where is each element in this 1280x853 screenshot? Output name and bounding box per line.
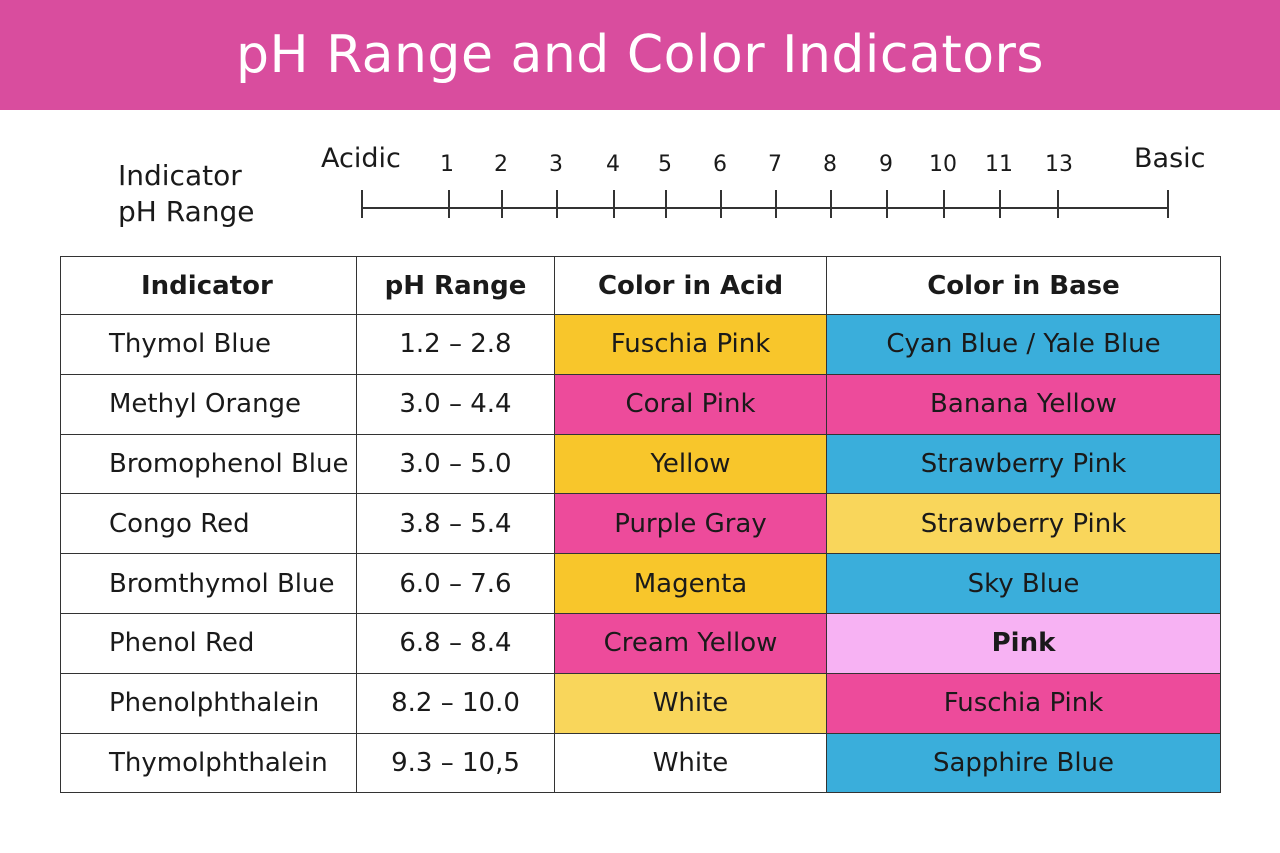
ph-scale-number: 8 xyxy=(823,152,837,177)
indicator-name-cell: Bromophenol Blue xyxy=(60,433,357,495)
ph-scale-number: 9 xyxy=(879,152,893,177)
title-banner: pH Range and Color Indicators xyxy=(0,0,1280,110)
scale-acidic-label: Acidic xyxy=(321,143,401,174)
scale-caption-line2: pH Range xyxy=(118,195,255,228)
ph-scale-tick xyxy=(830,190,832,218)
ph-scale-tick xyxy=(720,190,722,218)
indicator-name-cell: Thymol Blue xyxy=(60,314,357,375)
table-row: Bromophenol Blue 3.0 – 5.0 Yellow Strawberr… xyxy=(60,433,1221,495)
table-row: Methyl Orange 3.0 – 4.4 Coral Pink Banana Y… xyxy=(60,373,1221,435)
color-in-acid-cell: White xyxy=(554,732,827,794)
ph-scale-tick xyxy=(501,190,503,218)
indicator-name-cell: Thymolphthalein xyxy=(60,732,357,794)
ph-range-cell: 3.0 – 4.4 xyxy=(356,373,555,435)
ph-scale-tick xyxy=(556,190,558,218)
scale-caption-line1: Indicator xyxy=(118,159,242,192)
ph-range-cell: 1.2 – 2.8 xyxy=(356,314,555,375)
ph-scale-number: 10 xyxy=(929,152,957,177)
ph-scale-tick xyxy=(1057,190,1059,218)
color-in-acid-cell: Fuschia Pink xyxy=(554,314,827,375)
ph-scale-tick xyxy=(613,190,615,218)
header-color-in-acid: Color in Acid xyxy=(554,256,827,315)
color-in-base-cell: Banana Yellow xyxy=(826,373,1221,435)
table-header-row: Indicator pH Range Color in Acid Color i… xyxy=(60,256,1221,315)
ph-scale-number: 13 xyxy=(1045,152,1073,177)
ph-range-cell: 3.0 – 5.0 xyxy=(356,433,555,495)
indicator-name-cell: Congo Red xyxy=(60,493,357,555)
color-in-acid-cell: Magenta xyxy=(554,553,827,614)
color-in-base-cell: Fuschia Pink xyxy=(826,672,1221,734)
indicator-name-cell: Phenolphthalein xyxy=(60,672,357,734)
ph-scale-tick xyxy=(999,190,1001,218)
table-row: Phenol Red 6.8 – 8.4 Cream Yellow Pink xyxy=(60,612,1221,674)
table-row: Phenolphthalein 8.2 – 10.0 White Fuschia Pi… xyxy=(60,672,1221,734)
ph-scale-number: 7 xyxy=(768,152,782,177)
ph-range-cell: 9.3 – 10,5 xyxy=(356,732,555,794)
ph-scale-tick xyxy=(943,190,945,218)
header-ph-range: pH Range xyxy=(356,256,555,315)
color-in-base-cell: Cyan Blue / Yale Blue xyxy=(826,314,1221,375)
ph-range-cell: 6.8 – 8.4 xyxy=(356,612,555,674)
ph-range-cell: 8.2 – 10.0 xyxy=(356,672,555,734)
indicator-table: Indicator pH Range Color in Acid Color i… xyxy=(60,256,1221,794)
ph-scale-line xyxy=(361,207,1168,209)
color-in-acid-cell: Purple Gray xyxy=(554,493,827,555)
scale-caption: Indicator pH Range xyxy=(118,158,254,230)
table-row: Thymol Blue 1.2 – 2.8 Fuschia Pink Cyan Blu… xyxy=(60,314,1221,375)
table-row: Congo Red 3.8 – 5.4 Purple Gray Strawberry … xyxy=(60,493,1221,555)
ph-scale-tick xyxy=(448,190,450,218)
ph-scale-number: 11 xyxy=(985,152,1013,177)
color-in-acid-cell: Coral Pink xyxy=(554,373,827,435)
table-row: Bromthymol Blue 6.0 – 7.6 Magenta Sky Blue xyxy=(60,553,1221,614)
ph-scale-tick xyxy=(361,190,363,218)
ph-scale-number: 2 xyxy=(494,152,508,177)
ph-scale-number: 1 xyxy=(440,152,454,177)
ph-scale-number: 3 xyxy=(549,152,563,177)
color-in-acid-cell: White xyxy=(554,672,827,734)
ph-scale-tick xyxy=(665,190,667,218)
color-in-base-cell: Strawberry Pink xyxy=(826,493,1221,555)
color-in-base-cell: Strawberry Pink xyxy=(826,433,1221,495)
color-in-base-cell: Sapphire Blue xyxy=(826,732,1221,794)
ph-range-cell: 6.0 – 7.6 xyxy=(356,553,555,614)
scale-basic-label: Basic xyxy=(1134,143,1206,174)
indicator-name-cell: Methyl Orange xyxy=(60,373,357,435)
color-in-acid-cell: Yellow xyxy=(554,433,827,495)
header-indicator: Indicator xyxy=(60,256,357,315)
color-in-acid-cell: Cream Yellow xyxy=(554,612,827,674)
page-title: pH Range and Color Indicators xyxy=(235,25,1044,85)
ph-scale-number: 6 xyxy=(713,152,727,177)
ph-scale-number: 4 xyxy=(606,152,620,177)
ph-range-cell: 3.8 – 5.4 xyxy=(356,493,555,555)
ph-scale-tick xyxy=(886,190,888,218)
indicator-name-cell: Bromthymol Blue xyxy=(60,553,357,614)
ph-scale-tick xyxy=(1167,190,1169,218)
header-color-in-base: Color in Base xyxy=(826,256,1221,315)
table-row: Thymolphthalein 9.3 – 10,5 White Sapphire B… xyxy=(60,732,1221,794)
color-in-base-cell: Pink xyxy=(826,612,1221,674)
indicator-name-cell: Phenol Red xyxy=(60,612,357,674)
color-in-base-cell: Sky Blue xyxy=(826,553,1221,614)
ph-scale-tick xyxy=(775,190,777,218)
ph-scale-number: 5 xyxy=(658,152,672,177)
